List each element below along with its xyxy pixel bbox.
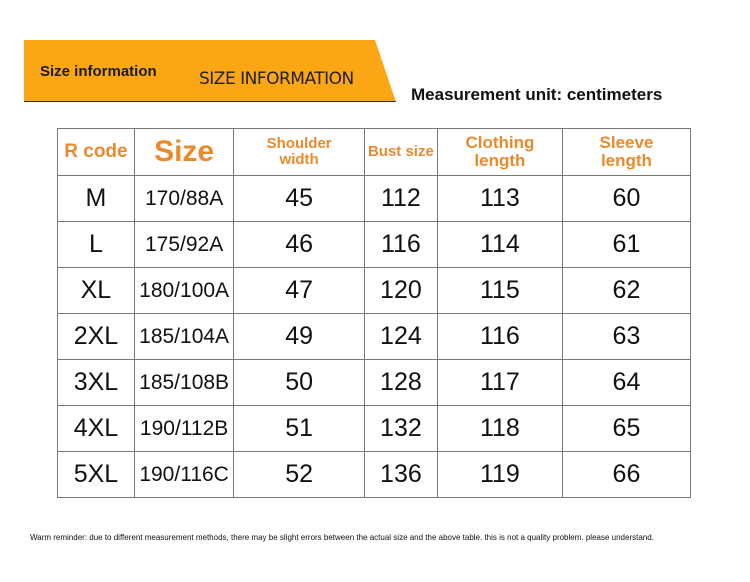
header-size: Size [133, 128, 235, 176]
cell-r-code: M [57, 175, 135, 222]
cell-shoulder-width: 47 [233, 267, 365, 314]
cell-r-code: 2XL [57, 313, 135, 360]
cell-r-code: L [57, 221, 135, 268]
cell-clothing-length: 117 [436, 359, 563, 406]
warm-reminder: Warm reminder: due to different measurem… [30, 533, 654, 542]
cell-bust-size: 116 [363, 221, 438, 268]
cell-size: 180/100A [133, 267, 235, 314]
table-row: M 170/88A 45 112 113 60 [57, 175, 692, 222]
cell-size: 185/104A [133, 313, 235, 360]
cell-clothing-length: 114 [436, 221, 563, 268]
banner-subtitle: SIZE INFORMATION [199, 69, 354, 89]
cell-sleeve-length: 65 [561, 405, 692, 452]
table-row: L 175/92A 46 116 114 61 [57, 221, 692, 268]
cell-sleeve-length: 63 [561, 313, 692, 360]
measurement-unit: Measurement unit: centimeters [411, 85, 663, 104]
cell-sleeve-length: 66 [561, 451, 692, 498]
table-row: 2XL 185/104A 49 124 116 63 [57, 313, 692, 360]
cell-clothing-length: 115 [436, 267, 563, 314]
cell-shoulder-width: 50 [233, 359, 365, 406]
header-shoulder-width: Shoulder width [233, 128, 365, 176]
header-sleeve-length: Sleeve length [561, 128, 692, 176]
cell-r-code: 5XL [57, 451, 135, 498]
cell-bust-size: 124 [363, 313, 438, 360]
table-row: 5XL 190/116C 52 136 119 66 [57, 451, 692, 498]
header-bust-size: Bust size [363, 128, 438, 176]
cell-size: 170/88A [133, 175, 235, 222]
cell-bust-size: 132 [363, 405, 438, 452]
header-r-code: R code [57, 128, 135, 176]
cell-shoulder-width: 49 [233, 313, 365, 360]
cell-sleeve-length: 62 [561, 267, 692, 314]
cell-bust-size: 120 [363, 267, 438, 314]
header-banner [24, 40, 396, 102]
table-row: 3XL 185/108B 50 128 117 64 [57, 359, 692, 406]
cell-size: 190/116C [133, 451, 235, 498]
cell-r-code: 4XL [57, 405, 135, 452]
cell-size: 185/108B [133, 359, 235, 406]
cell-shoulder-width: 52 [233, 451, 365, 498]
cell-bust-size: 136 [363, 451, 438, 498]
cell-size: 190/112B [133, 405, 235, 452]
table-row: XL 180/100A 47 120 115 62 [57, 267, 692, 314]
banner-title: Size information [40, 63, 157, 80]
cell-clothing-length: 113 [436, 175, 563, 222]
cell-bust-size: 128 [363, 359, 438, 406]
cell-sleeve-length: 64 [561, 359, 692, 406]
cell-r-code: 3XL [57, 359, 135, 406]
cell-sleeve-length: 61 [561, 221, 692, 268]
cell-clothing-length: 116 [436, 313, 563, 360]
cell-shoulder-width: 45 [233, 175, 365, 222]
cell-size: 175/92A [133, 221, 235, 268]
cell-shoulder-width: 51 [233, 405, 365, 452]
cell-r-code: XL [57, 267, 135, 314]
size-table: R code Size Shoulder width Bust size Clo… [57, 128, 692, 498]
table-header-row: R code Size Shoulder width Bust size Clo… [57, 128, 692, 176]
cell-bust-size: 112 [363, 175, 438, 222]
cell-shoulder-width: 46 [233, 221, 365, 268]
cell-clothing-length: 118 [436, 405, 563, 452]
table-row: 4XL 190/112B 51 132 118 65 [57, 405, 692, 452]
cell-clothing-length: 119 [436, 451, 563, 498]
header-clothing-length: Clothing length [436, 128, 563, 176]
cell-sleeve-length: 60 [561, 175, 692, 222]
